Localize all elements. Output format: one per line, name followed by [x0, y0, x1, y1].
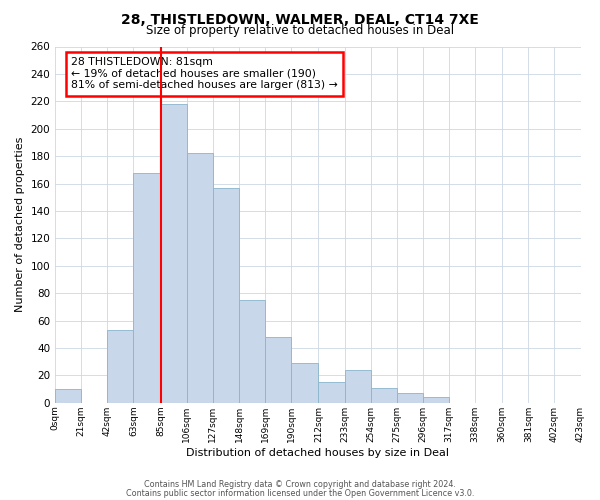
- Bar: [213, 188, 239, 403]
- Bar: [423, 398, 449, 403]
- Text: 28, THISTLEDOWN, WALMER, DEAL, CT14 7XE: 28, THISTLEDOWN, WALMER, DEAL, CT14 7XE: [121, 12, 479, 26]
- Text: Size of property relative to detached houses in Deal: Size of property relative to detached ho…: [146, 24, 454, 37]
- Bar: [239, 300, 265, 403]
- Bar: [397, 393, 423, 403]
- Bar: [265, 337, 291, 403]
- Bar: [133, 172, 161, 403]
- Text: Contains HM Land Registry data © Crown copyright and database right 2024.: Contains HM Land Registry data © Crown c…: [144, 480, 456, 489]
- Bar: [371, 388, 397, 403]
- Bar: [291, 363, 319, 403]
- Y-axis label: Number of detached properties: Number of detached properties: [15, 137, 25, 312]
- Text: Contains public sector information licensed under the Open Government Licence v3: Contains public sector information licen…: [126, 488, 474, 498]
- Bar: [344, 370, 371, 403]
- Text: 28 THISTLEDOWN: 81sqm
← 19% of detached houses are smaller (190)
81% of semi-det: 28 THISTLEDOWN: 81sqm ← 19% of detached …: [71, 57, 338, 90]
- X-axis label: Distribution of detached houses by size in Deal: Distribution of detached houses by size …: [187, 448, 449, 458]
- Bar: [187, 154, 213, 403]
- Bar: [55, 389, 81, 403]
- Bar: [161, 104, 187, 403]
- Bar: [107, 330, 133, 403]
- Bar: [319, 382, 344, 403]
